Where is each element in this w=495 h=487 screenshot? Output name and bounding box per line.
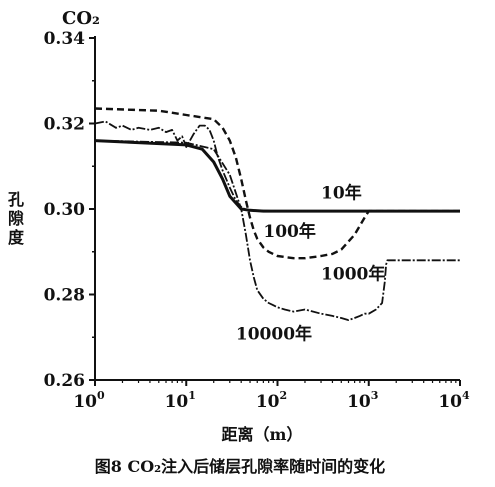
annotation-label: 100年 — [263, 221, 316, 242]
x-tick-label: 103 — [347, 389, 378, 412]
chart-title: 图8 CO₂注入后储层孔隙率随时间的变化 — [95, 457, 385, 476]
y-axis-title: 孔隙度 — [8, 190, 25, 247]
x-tick-label: 100 — [73, 389, 105, 412]
y-tick-label: 0.28 — [44, 286, 85, 306]
x-tick-label: 104 — [438, 389, 470, 412]
y-tick-label: 0.26 — [44, 371, 85, 391]
x-tick-label: 101 — [165, 389, 196, 412]
annotation-label: 10年 — [321, 182, 362, 203]
y-axis-title-char: 度 — [8, 228, 25, 247]
y-tick-label: 0.34 — [44, 29, 86, 49]
annotation-label: 10000年 — [236, 323, 312, 344]
ticks: 0.26 0.28 0.30 0.32 0.34 100 101 102 103 104 — [44, 29, 470, 412]
series-line-2 — [94, 107, 460, 260]
y-tick-label: 0.32 — [44, 115, 85, 135]
x-axis-title: 距离（m） — [222, 425, 303, 444]
y-axis-title-char: 孔 — [8, 190, 24, 209]
annotation-label: 1000年 — [321, 264, 385, 285]
y-tick-label: 0.30 — [44, 200, 86, 220]
y-axis-title-char: 隙 — [8, 209, 24, 228]
corner-label: CO₂ — [62, 8, 100, 29]
series-line-1 — [94, 139, 460, 213]
series-line-3 — [94, 120, 460, 212]
x-tick-label: 102 — [256, 389, 287, 412]
series-line-4 — [94, 139, 460, 321]
series-lines — [94, 107, 460, 321]
